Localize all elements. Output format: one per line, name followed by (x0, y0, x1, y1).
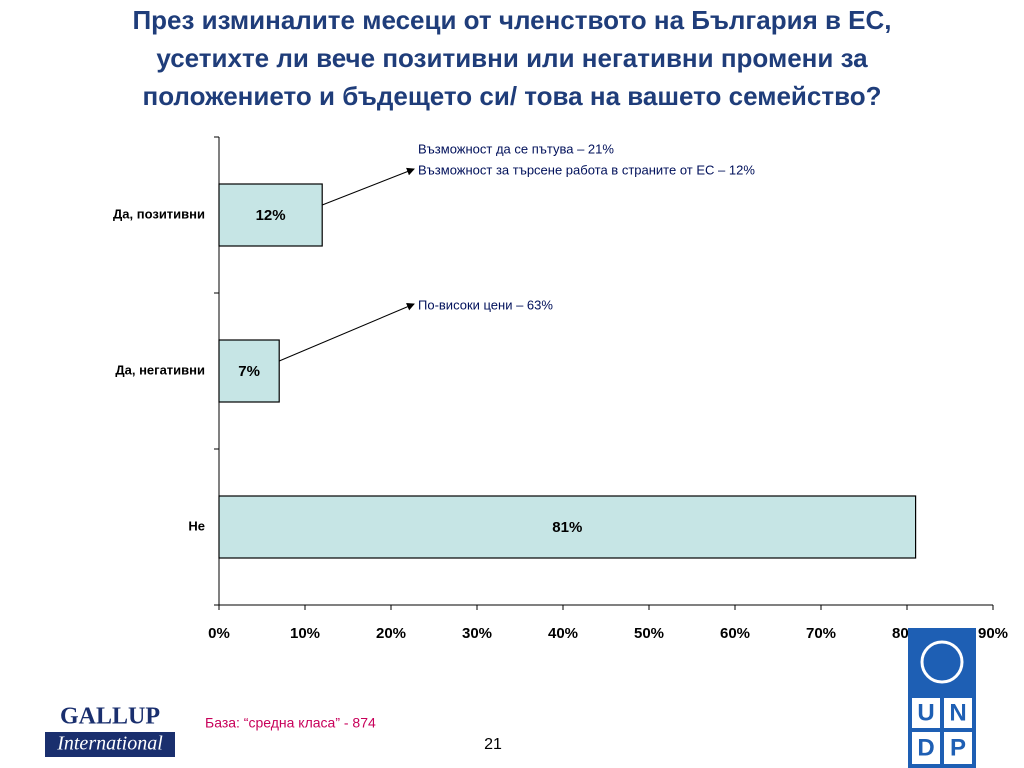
logo-letter: P (950, 734, 966, 761)
logo-letter: U (917, 699, 934, 726)
chart: През изминалите месеци от членството на … (113, 5, 1008, 642)
chart-title: През изминалите месеци от членството на … (132, 5, 891, 35)
logo-cell (912, 732, 940, 764)
chart-title: усетихте ли вече позитивни или негативни… (156, 43, 868, 73)
logo-letter: N (949, 699, 966, 726)
annotation: Възможност да се пътува – 21% (418, 141, 614, 156)
bar (218, 495, 917, 559)
logo-cell (912, 698, 940, 728)
x-tick-label: 50% (634, 625, 664, 642)
annotation-arrow (322, 167, 415, 206)
gallup-logo: GALLUP International (45, 704, 175, 757)
base-note: База: “средна класа” - 874 (205, 715, 376, 731)
x-tick-label: 10% (290, 625, 320, 642)
x-tick-label: 90% (978, 625, 1008, 642)
value-label: 12% (256, 207, 286, 224)
category-label: Не (188, 518, 205, 533)
x-tick-label: 70% (806, 625, 836, 642)
annotation: По-високи цени – 63% (418, 297, 553, 312)
annotation-arrow (279, 303, 415, 362)
value-label: 7% (238, 363, 260, 380)
undp-logo: U N D P (908, 628, 976, 768)
category-label: Да, позитивни (113, 206, 205, 221)
logo-text: GALLUP (60, 704, 160, 730)
bar (218, 339, 280, 403)
logo-text: International (56, 733, 163, 755)
logo-cell (944, 698, 972, 728)
page-number: 21 (484, 736, 502, 753)
value-label: 81% (552, 519, 582, 536)
chart-title: положението и бъдещето си/ това на вашет… (142, 81, 881, 111)
logo-box (45, 732, 175, 757)
x-tick-label: 60% (720, 625, 750, 642)
x-tick-label: 30% (462, 625, 492, 642)
x-tick-label: 40% (548, 625, 578, 642)
x-tick-label: 0% (208, 625, 230, 642)
x-tick-label: 20% (376, 625, 406, 642)
logo-emblem (920, 640, 964, 684)
logo-cell (944, 732, 972, 764)
annotation: Възможност за търсене работа в страните … (418, 162, 755, 177)
logo-letter: D (917, 734, 934, 761)
bar (218, 183, 323, 247)
category-label: Да, негативни (115, 362, 205, 377)
